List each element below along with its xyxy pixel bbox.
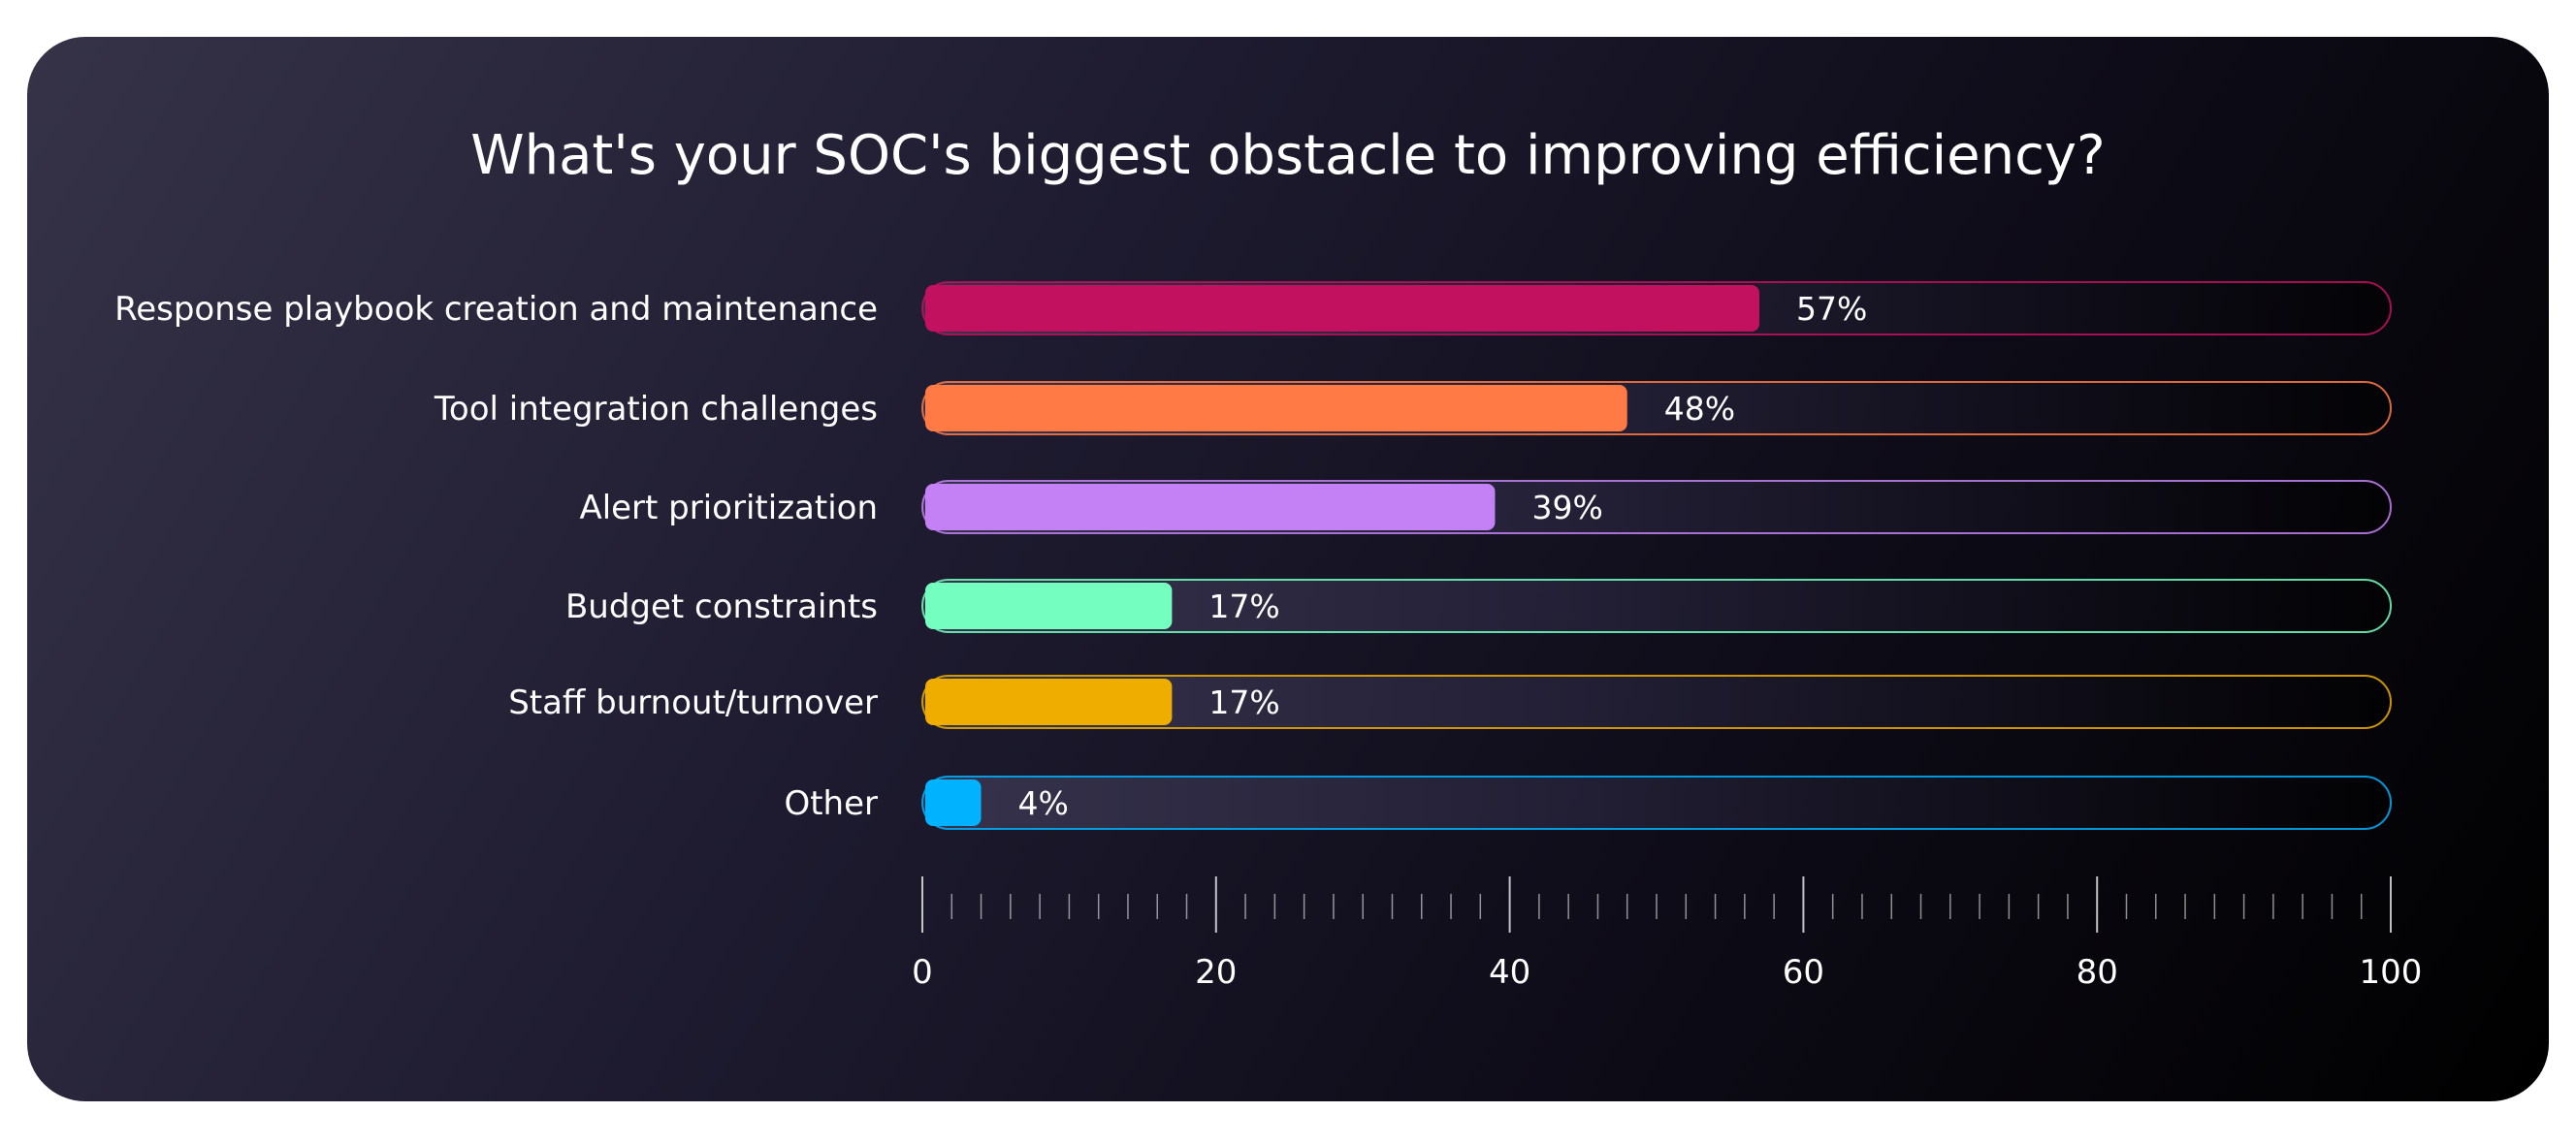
data-label: 17%: [1208, 588, 1279, 625]
bar-row: Other 4%: [784, 776, 2392, 830]
bar-row: Staff burnout/turnover 17%: [508, 675, 2392, 729]
category-label: Budget constraints: [565, 588, 878, 626]
category-label: Tool integration challenges: [434, 390, 878, 429]
bar: [925, 484, 1496, 530]
bar-row: Tool integration challenges 48%: [434, 381, 2392, 435]
bar: [925, 779, 982, 826]
chart-card: What's your SOC's biggest obstacle to im…: [27, 37, 2549, 1101]
data-label: 48%: [1664, 390, 1735, 428]
bar-row: Alert prioritization 39%: [579, 480, 2392, 534]
bar: [925, 583, 1173, 629]
category-label: Staff burnout/turnover: [508, 683, 878, 722]
bar-row: Budget constraints 17%: [565, 579, 2392, 633]
x-tick-label: 20: [1195, 953, 1237, 992]
data-label: 17%: [1208, 683, 1279, 721]
bars-layer: Response playbook creation and maintenan…: [114, 281, 2392, 830]
category-label: Response playbook creation and maintenan…: [114, 290, 878, 329]
x-tick-label: 40: [1489, 953, 1530, 992]
data-label: 4%: [1018, 784, 1069, 822]
data-label: 39%: [1531, 489, 1602, 526]
chart-title: What's your SOC's biggest obstacle to im…: [470, 124, 2106, 187]
category-label: Alert prioritization: [579, 489, 878, 527]
data-label: 57%: [1796, 290, 1867, 328]
bar-track: [921, 675, 2392, 729]
bar: [925, 385, 1627, 431]
bar: [925, 285, 1759, 332]
bar-track: [921, 579, 2392, 633]
category-label: Other: [784, 784, 878, 823]
bar-row: Response playbook creation and maintenan…: [114, 281, 2392, 335]
x-tick-label: 100: [2360, 953, 2423, 992]
x-tick-label: 80: [2077, 953, 2118, 992]
bar: [925, 679, 1173, 725]
x-tick-label: 60: [1783, 953, 1824, 992]
bar-chart: Response playbook creation and maintenan…: [114, 281, 2422, 992]
x-axis: 0 20 40 60 80 100: [912, 876, 2422, 992]
x-tick-label: 0: [912, 953, 933, 992]
bar-track: [921, 776, 2392, 830]
